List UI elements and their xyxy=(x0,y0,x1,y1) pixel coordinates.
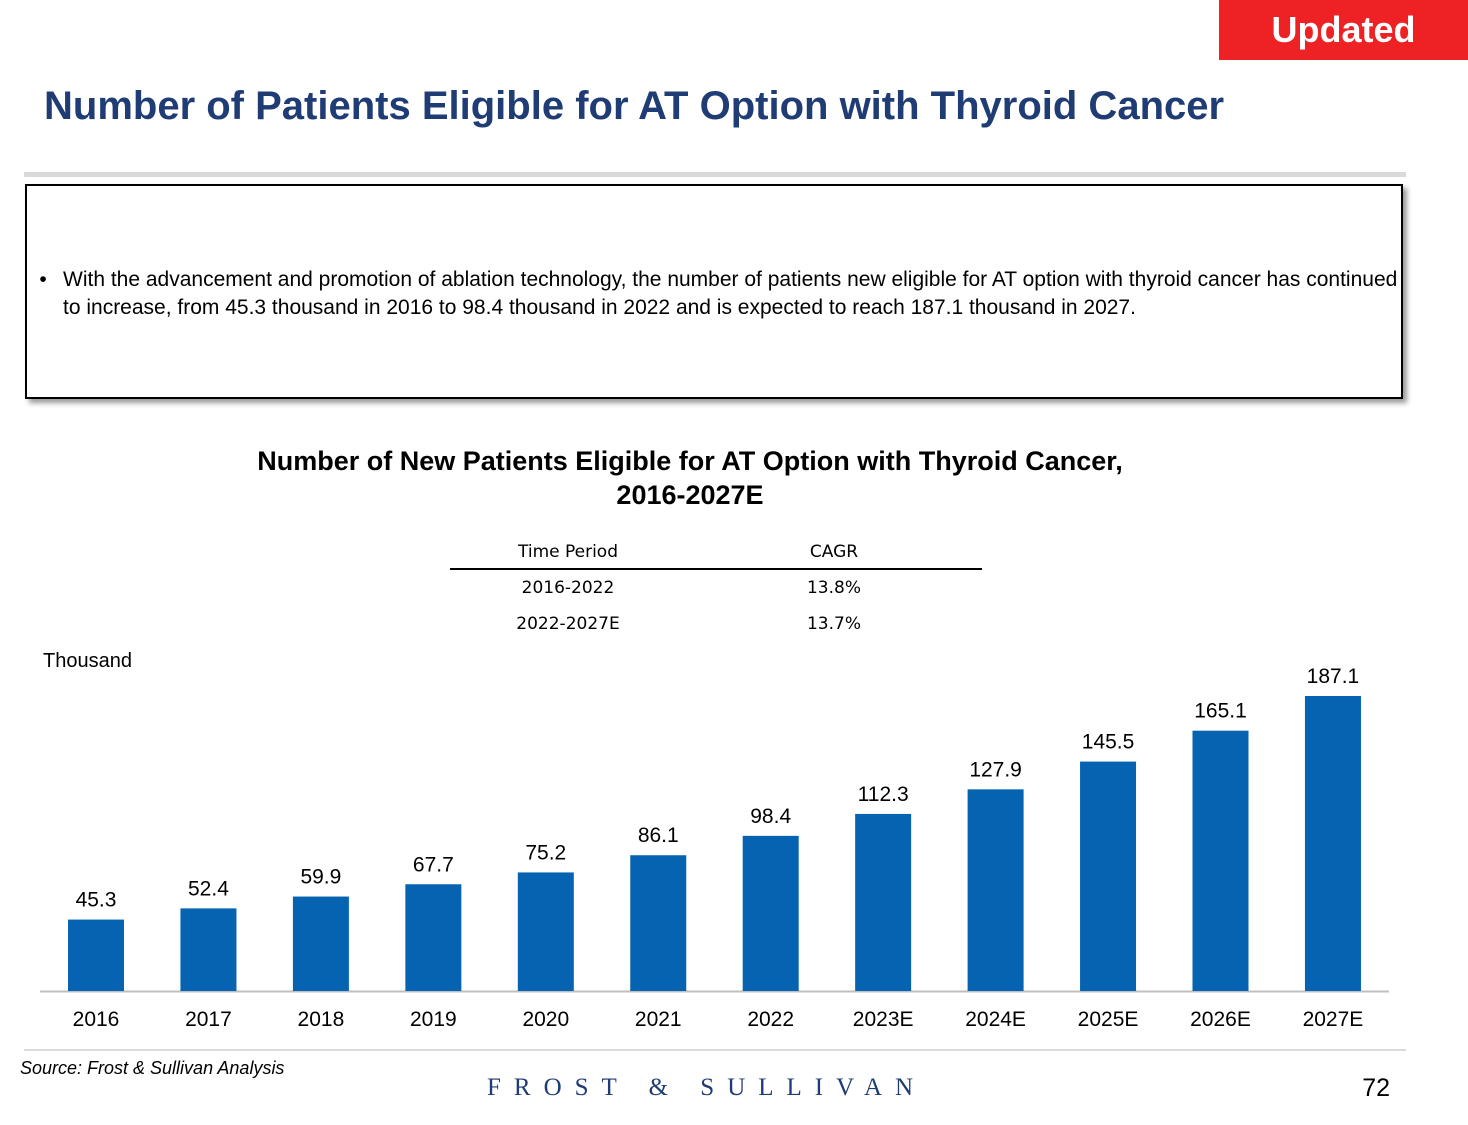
x-tick-label: 2018 xyxy=(298,1008,345,1031)
x-tick-label: 2027E xyxy=(1303,1008,1364,1031)
source-note: Source: Frost & Sullivan Analysis xyxy=(20,1058,285,1078)
cagr-table-row: 2016-2022 13.8% xyxy=(450,570,982,606)
data-label: 45.3 xyxy=(76,889,117,912)
data-label: 145.5 xyxy=(1082,731,1135,754)
bar-2026E xyxy=(1192,730,1249,991)
chart-title: Number of New Patients Eligible for AT O… xyxy=(190,444,1190,512)
data-label: 165.1 xyxy=(1194,700,1247,723)
data-label: 75.2 xyxy=(525,841,566,864)
frost-sullivan-logo: FROST & SULLIVAN xyxy=(487,1074,927,1101)
cagr-value-cell: 13.7% xyxy=(806,614,861,634)
data-label: 127.9 xyxy=(969,758,1022,781)
x-tick-label: 2024E xyxy=(965,1008,1026,1031)
bar-2024E xyxy=(967,789,1024,991)
page-number: 72 xyxy=(1362,1074,1390,1102)
summary-bullet-item: • With the advancement and promotion of … xyxy=(33,266,1399,322)
bar-2027E xyxy=(1304,696,1361,991)
data-label: 59.9 xyxy=(300,866,341,889)
x-tick-label: 2026E xyxy=(1190,1008,1251,1031)
cagr-table-header: Time Period CAGR xyxy=(450,536,982,570)
data-label: 187.1 xyxy=(1307,665,1360,688)
data-label: 67.7 xyxy=(413,853,454,876)
cagr-period-cell: 2022-2027E xyxy=(516,614,620,634)
x-tick-label: 2020 xyxy=(522,1008,569,1031)
bar-2021 xyxy=(630,855,687,991)
summary-box: • With the advancement and promotion of … xyxy=(25,184,1403,399)
page-title: Number of Patients Eligible for AT Optio… xyxy=(44,84,1225,128)
cagr-table: Time Period CAGR 2016-2022 13.8% 2022-20… xyxy=(450,536,982,642)
chart-title-line2: 2016-2027E xyxy=(616,480,764,510)
data-label: 112.3 xyxy=(858,783,909,806)
bar-2025E xyxy=(1080,761,1137,991)
cagr-value-cell: 13.8% xyxy=(806,578,861,598)
x-tick-label: 2023E xyxy=(853,1008,914,1031)
x-tick-label: 2025E xyxy=(1078,1008,1139,1031)
data-label: 98.4 xyxy=(750,805,791,828)
bar-2020 xyxy=(517,872,574,991)
y-axis-unit-label: Thousand xyxy=(43,650,132,672)
cagr-header-cagr: CAGR xyxy=(809,542,859,562)
data-label: 52.4 xyxy=(188,877,229,900)
updated-badge: Updated xyxy=(1219,0,1468,60)
data-label: 86.1 xyxy=(638,824,679,847)
footer-divider xyxy=(24,1049,1406,1051)
bar-2019 xyxy=(405,884,462,991)
cagr-table-row: 2022-2027E 13.7% xyxy=(450,606,982,642)
title-divider xyxy=(24,172,1406,177)
x-tick-label: 2019 xyxy=(410,1008,457,1031)
x-tick-label: 2017 xyxy=(185,1008,232,1031)
bullet-icon: • xyxy=(39,268,47,291)
cagr-period-cell: 2016-2022 xyxy=(521,578,615,598)
chart-title-line1: Number of New Patients Eligible for AT O… xyxy=(257,446,1123,476)
bar-2016 xyxy=(68,919,124,991)
x-tick-label: 2021 xyxy=(635,1008,682,1031)
cagr-header-period: Time Period xyxy=(517,542,619,562)
summary-text: With the advancement and promotion of ab… xyxy=(63,268,1398,319)
x-tick-label: 2016 xyxy=(73,1008,120,1031)
bar-2023E xyxy=(855,813,912,991)
x-tick-label: 2022 xyxy=(747,1008,794,1031)
bar-2017 xyxy=(180,908,237,991)
bar-2022 xyxy=(742,835,799,991)
bar-2018 xyxy=(292,896,349,991)
bar-chart: 45.3 2016 52.4 2017 59.9 2018 67.7 2019 75.2 2020… xyxy=(40,665,1389,1031)
